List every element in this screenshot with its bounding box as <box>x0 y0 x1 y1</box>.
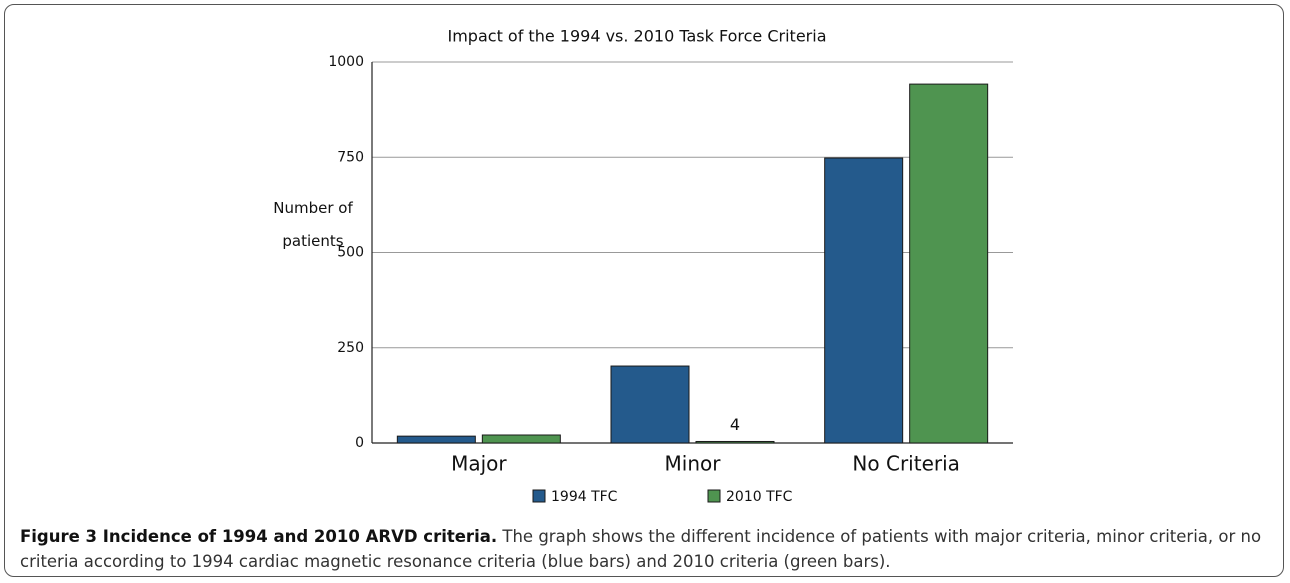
x-tick-label: Major <box>451 452 507 476</box>
bar <box>610 365 690 444</box>
y-tick-label: 1000 <box>328 54 364 70</box>
figure-frame <box>4 4 1284 577</box>
chart: Impact of the 1994 vs. 2010 Task Force C… <box>328 27 1013 505</box>
legend-swatch <box>707 489 721 503</box>
x-tick-label: No Criteria <box>852 452 959 476</box>
caption-label: Figure 3 Incidence of 1994 and 2010 ARVD… <box>20 527 498 546</box>
bar <box>824 157 904 444</box>
y-axis-label: Number of patients <box>273 199 353 250</box>
legend-label: 1994 TFC <box>551 489 618 505</box>
data-label: 4 <box>730 415 740 434</box>
y-tick-label: 750 <box>337 149 364 165</box>
legend-label: 2010 TFC <box>726 489 793 505</box>
bar <box>695 440 775 444</box>
y-tick-label: 500 <box>337 245 364 261</box>
legend-swatch <box>532 489 546 503</box>
bar <box>396 435 476 444</box>
bar <box>481 434 561 444</box>
chart-title: Impact of the 1994 vs. 2010 Task Force C… <box>448 27 827 46</box>
bar <box>909 83 989 444</box>
x-tick-label: Minor <box>665 452 722 476</box>
y-tick-label: 0 <box>355 435 364 451</box>
y-tick-label: 250 <box>337 340 364 356</box>
caption-text: The graph shows the different incidence … <box>20 527 1262 571</box>
caption: Figure 3 Incidence of 1994 and 2010 ARVD… <box>20 524 1275 574</box>
